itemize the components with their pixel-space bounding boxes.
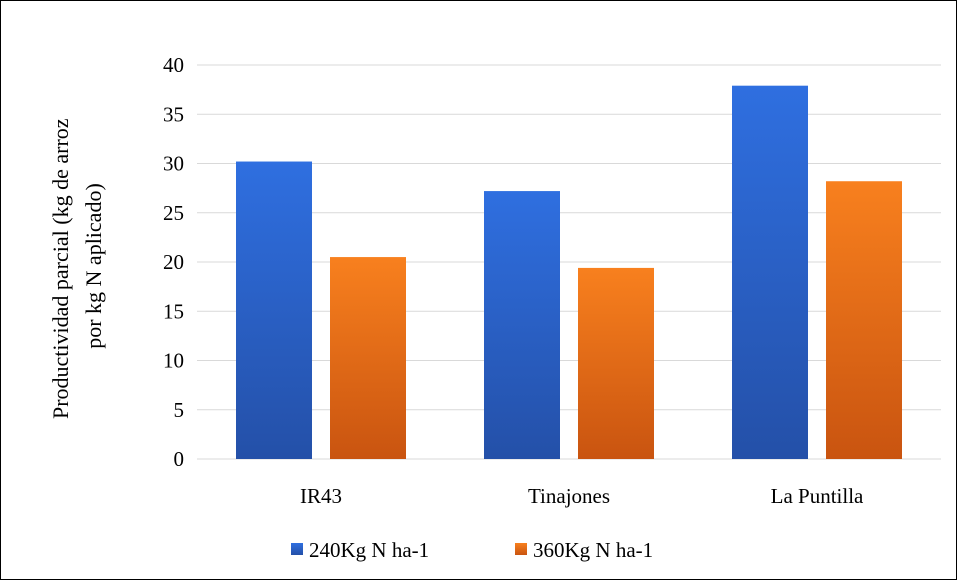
y-axis-title-line-2: por kg N aplicado) [81, 183, 106, 349]
legend-swatch-1 [291, 543, 303, 555]
y-tick-label: 25 [163, 201, 184, 225]
y-tick-label: 15 [163, 299, 184, 323]
gridlines [197, 64, 941, 460]
legend-label-2: 360Kg N ha-1 [533, 538, 653, 562]
y-tick-labels: 0 5 10 15 20 25 30 35 40 [163, 53, 184, 471]
legend-label-1: 240Kg N ha-1 [309, 538, 429, 562]
y-tick-label: 35 [163, 102, 184, 126]
bar-1-2 [484, 191, 560, 459]
bars [236, 85, 902, 460]
x-category-label: Tinajones [528, 484, 610, 508]
bar-2-2 [578, 267, 654, 459]
legend-swatch-2 [515, 543, 527, 555]
y-tick-label: 30 [163, 152, 184, 176]
y-axis-title: Productividad parcial (kg de arroz por k… [48, 113, 106, 419]
x-category-label: IR43 [300, 484, 342, 508]
category-labels: IR43 Tinajones La Puntilla [300, 484, 864, 508]
x-category-label: La Puntilla [771, 484, 864, 508]
y-tick-label: 20 [163, 250, 184, 274]
bar-1-3 [732, 85, 808, 459]
y-tick-label: 40 [163, 53, 184, 77]
y-axis-title-line-1: Productividad parcial (kg de arroz [48, 118, 73, 419]
bar-2-1 [330, 257, 406, 459]
legend: 240Kg N ha-1 360Kg N ha-1 [291, 538, 653, 562]
bar-2-3 [826, 181, 902, 460]
y-tick-label: 5 [174, 398, 185, 422]
bar-1-1 [236, 161, 312, 459]
y-tick-label: 0 [174, 447, 185, 471]
y-tick-label: 10 [163, 349, 184, 373]
